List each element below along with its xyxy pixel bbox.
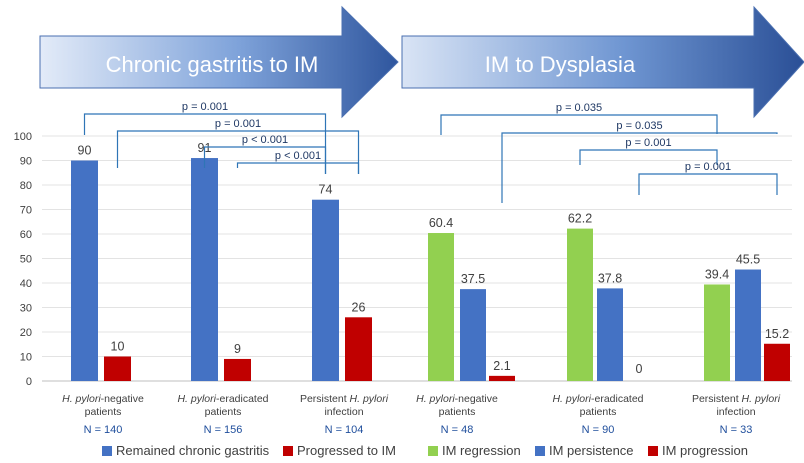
banner-arrow-right: [401, 5, 804, 119]
bar: [764, 343, 790, 381]
x-tick-label: H. pylori-eradicated: [177, 393, 268, 405]
bar-value-label: 10: [111, 340, 125, 354]
p-value-label: p = 0.001: [625, 137, 671, 149]
banner-left-label: Chronic gastritis to IM: [106, 52, 319, 77]
legend-swatch: [283, 446, 293, 456]
bar: [735, 269, 761, 381]
sample-size-label: N = 156: [204, 424, 243, 436]
bar-value-label: 37.5: [461, 272, 485, 286]
p-value-label: p < 0.001: [242, 134, 288, 146]
bar: [224, 358, 251, 381]
y-tick-label: 0: [26, 376, 32, 388]
y-axis: 0 10 20 30 40 50 60 70 80 90 100: [14, 131, 32, 388]
y-tick-label: 90: [20, 156, 32, 168]
bar-value-label: 15.2: [765, 327, 789, 341]
bar-value-label: 2.1: [493, 359, 510, 373]
bar: [567, 228, 593, 381]
bar: [704, 284, 730, 381]
bar-value-label: 74: [319, 183, 333, 197]
bar-value-label: 90: [78, 144, 92, 158]
x-tick-label-line2: patients: [439, 406, 476, 418]
x-tick-label: H. pylori-negative: [62, 393, 144, 405]
legend-label: IM progression: [662, 443, 748, 458]
x-tick-label: H. pylori-negative: [416, 393, 498, 405]
bar: [597, 288, 623, 381]
bar-value-label: 39.4: [705, 267, 729, 281]
legend-label: Progressed to IM: [297, 443, 396, 458]
significance-bracket: [638, 173, 778, 195]
significance-bracket: [116, 130, 360, 174]
p-value-label: p = 0.001: [215, 118, 261, 130]
bar-value-label: 62.2: [568, 212, 592, 226]
x-tick-label-line2: patients: [85, 406, 122, 418]
bar: [191, 158, 218, 381]
p-value-label: p = 0.001: [685, 161, 731, 173]
x-tick-label: Persistent H. pylori: [300, 393, 389, 405]
x-tick-label: Persistent H. pylori: [692, 393, 781, 405]
significance-bracket: [236, 162, 360, 174]
significance-bracket: [203, 146, 327, 174]
significance-bracket: [501, 132, 778, 203]
p-value-label: p = 0.035: [556, 102, 602, 114]
bar-value-label: 26: [352, 300, 366, 314]
bar-value-label: 9: [234, 342, 241, 356]
bar: [104, 356, 131, 381]
legend-label: Remained chronic gastritis: [116, 443, 270, 458]
y-tick-label: 70: [20, 205, 32, 217]
y-tick-label: 80: [20, 180, 32, 192]
significance-bracket: [579, 149, 718, 165]
x-tick-label-line2: patients: [580, 406, 617, 418]
significance-bracket: [83, 113, 327, 174]
bar: [345, 317, 372, 381]
sample-size-label: N = 140: [84, 424, 123, 436]
legend: Remained chronic gastritis Progressed to …: [102, 443, 748, 458]
banner-right-label: IM to Dysplasia: [485, 52, 636, 77]
x-tick-label: H. pylori-eradicated: [552, 393, 643, 405]
legend-swatch: [535, 446, 545, 456]
bar-value-labels: 9010919742660.437.52.162.237.8039.445.51…: [78, 141, 790, 376]
y-tick-label: 10: [20, 352, 32, 364]
p-value-label: p < 0.001: [275, 150, 321, 162]
legend-swatch: [102, 446, 112, 456]
legend-swatch: [648, 446, 658, 456]
sample-size-label: N = 104: [325, 424, 364, 436]
bars: [71, 158, 790, 381]
bar-value-label: 60.4: [429, 216, 453, 230]
bar: [312, 199, 339, 381]
gridlines: [42, 135, 792, 382]
bar: [428, 233, 454, 381]
bar-value-label: 0: [636, 362, 643, 376]
bar: [489, 375, 515, 381]
x-tick-label-line2: patients: [205, 406, 242, 418]
bar-value-label: 45.5: [736, 253, 760, 267]
legend-label: IM persistence: [549, 443, 634, 458]
y-tick-label: 30: [20, 303, 32, 315]
bar: [460, 289, 486, 381]
y-tick-label: 20: [20, 327, 32, 339]
x-tick-label-line2: infection: [324, 406, 363, 418]
y-tick-label: 60: [20, 229, 32, 241]
significance-brackets: p = 0.001 p = 0.001 p < 0.001 p < 0.001 p = …: [83, 101, 778, 203]
x-tick-label-line2: infection: [716, 406, 755, 418]
sample-size-label: N = 48: [441, 424, 474, 436]
y-tick-label: 40: [20, 278, 32, 290]
p-value-label: p = 0.001: [182, 101, 228, 113]
sample-size-label: N = 90: [582, 424, 615, 436]
banner-arrow-left: [39, 5, 399, 119]
y-tick-label: 100: [14, 131, 32, 143]
p-value-label: p = 0.035: [616, 120, 662, 132]
sample-size-label: N = 33: [720, 424, 753, 436]
significance-bracket: [440, 114, 718, 135]
bar: [71, 160, 98, 381]
legend-label: IM regression: [442, 443, 521, 458]
bar-value-label: 37.8: [598, 271, 622, 285]
legend-swatch: [428, 446, 438, 456]
y-tick-label: 50: [20, 254, 32, 266]
